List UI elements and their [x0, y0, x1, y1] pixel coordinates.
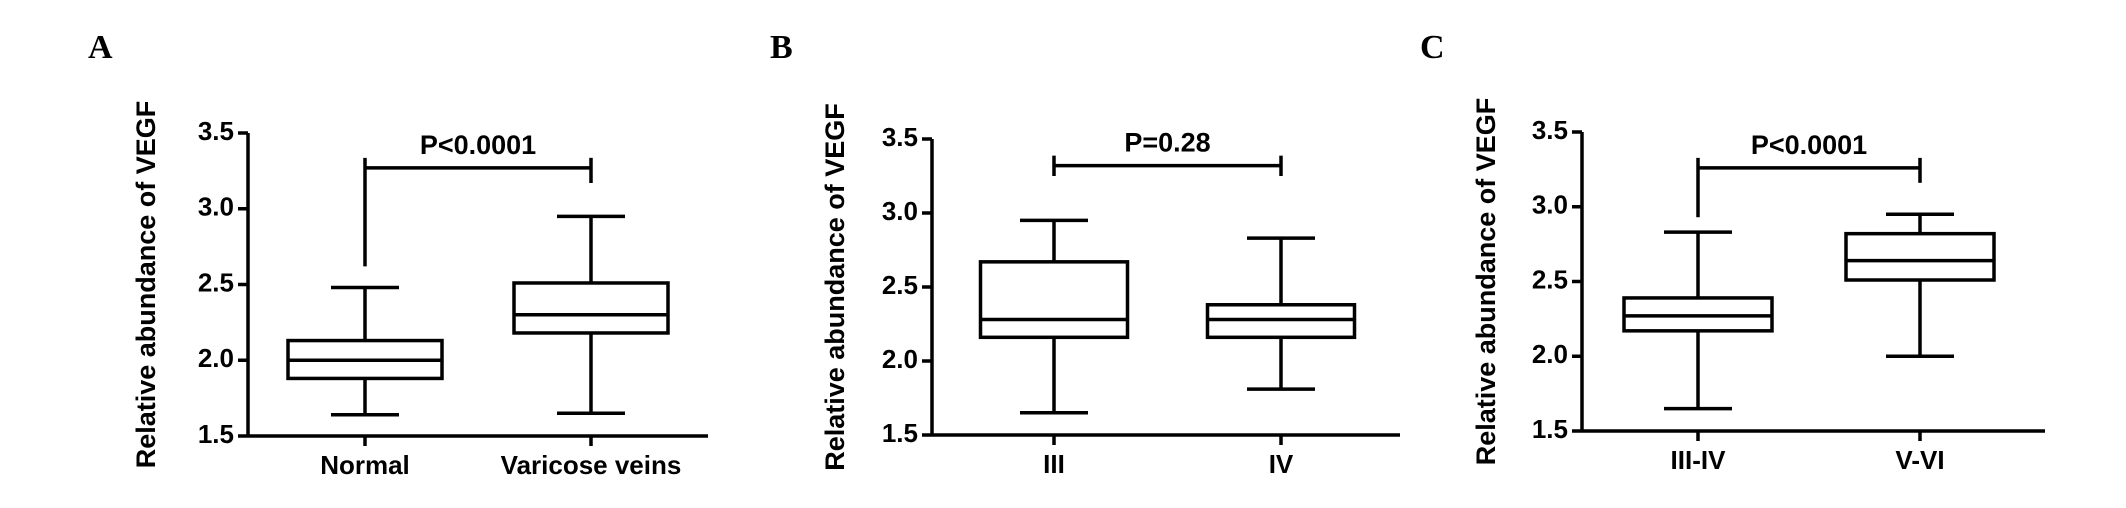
panel-b: B Relative abundance of VEGF 1.5 2.0 2.5 3.0 3… — [770, 29, 1400, 479]
y-tick-label: 1.5 — [198, 419, 234, 449]
y-tick-label: 2.0 — [882, 344, 918, 374]
panel-a: A Relative abundance of VEGF 1.5 2.0 2.5 3.0 3… — [88, 29, 708, 480]
y-tick-label: 3.5 — [1532, 115, 1568, 145]
category-label: IV — [1269, 449, 1294, 479]
y-tick-label: 1.5 — [882, 418, 918, 448]
category-label: III — [1043, 449, 1065, 479]
category-label: III-IV — [1671, 445, 1727, 475]
panel-c: C Relative abundance of VEGF 1.5 2.0 2.5 3.0 3… — [1420, 29, 2045, 475]
y-tick-label: 3.0 — [198, 192, 234, 222]
box-iqr — [512, 281, 670, 335]
p-value-label: P=0.28 — [1124, 128, 1210, 158]
y-tick-label: 2.5 — [882, 270, 918, 300]
y-tick-label: 2.0 — [1532, 339, 1568, 369]
y-tick-label: 2.5 — [1532, 264, 1568, 294]
y-tick-label: 2.0 — [198, 343, 234, 373]
y-axis-title: Relative abundance of VEGF — [1471, 98, 1501, 466]
y-tick-label: 2.5 — [198, 267, 234, 297]
category-label: V-VI — [1895, 445, 1944, 475]
y-tick-label: 3.0 — [882, 196, 918, 226]
y-tick-label: 1.5 — [1532, 414, 1568, 444]
p-value-label: P<0.0001 — [1751, 130, 1867, 160]
y-tick-label: 3.5 — [198, 116, 234, 146]
y-tick-label: 3.0 — [1532, 190, 1568, 220]
category-label: Varicose veins — [501, 450, 682, 480]
category-label: Normal — [320, 450, 410, 480]
p-value-label: P<0.0001 — [420, 130, 536, 160]
y-axis-title: Relative abundance of VEGF — [131, 101, 161, 469]
box-iqr — [978, 260, 1130, 340]
box-iqr — [1844, 231, 1996, 282]
panel-label: A — [88, 29, 113, 66]
y-tick-label: 3.5 — [882, 122, 918, 152]
panel-label: B — [770, 29, 793, 66]
y-axis-title: Relative abundance of VEGF — [820, 103, 850, 471]
panel-label: C — [1420, 29, 1445, 66]
